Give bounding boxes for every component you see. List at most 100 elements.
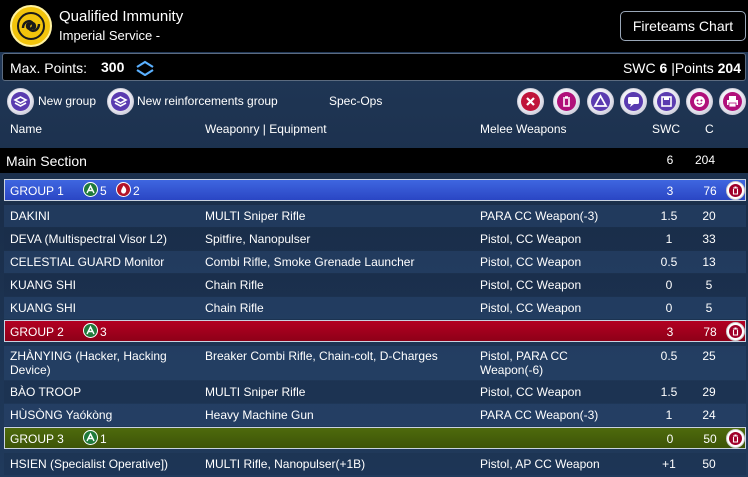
delete-group-button[interactable] [726,322,745,341]
regular-order-count: 3 [100,325,107,339]
unit-weapons: Chain Rifle [205,278,264,292]
section-title: Main Section [6,153,87,169]
unit-row[interactable]: KUANG SHI Chain Rifle Pistol, CC Weapon … [4,274,746,296]
column-header-c: C [705,122,714,136]
toolbar: New group New reinforcements group Spec-… [0,84,748,118]
irregular-order-icon [116,182,131,197]
stack-icon [111,92,130,111]
save-button[interactable] [653,88,680,115]
group-swc: 3 [666,325,674,339]
section-points: 204 [694,153,716,167]
max-points-value: 300 [101,59,125,75]
group-header[interactable]: GROUP 3 1 0 50 [4,427,746,449]
unit-swc: 0.5 [660,255,678,269]
new-reinforcements-label[interactable]: New reinforcements group [137,94,278,108]
section-swc: 6 [666,153,674,167]
unit-row[interactable]: KUANG SHI Chain Rifle Pistol, CC Weapon … [4,297,746,319]
unit-row[interactable]: CELESTIAL GUARD Monitor Combi Rifle, Smo… [4,251,746,273]
new-group-label[interactable]: New group [38,94,97,108]
group-header[interactable]: GROUP 1 5 2 3 76 [4,179,746,201]
unit-melee: PARA CC Weapon(-3) [480,408,599,422]
unit-swc: +1 [662,457,676,471]
unit-points: 50 [702,457,716,471]
unit-points: 33 [702,232,716,246]
new-group-button[interactable] [7,88,34,115]
delete-group-button[interactable] [726,429,745,448]
summary-separator: | [671,60,675,76]
unit-row[interactable]: HÙSÒNG Yaókòng Heavy Machine Gun PARA CC… [4,404,746,426]
unit-melee: Pistol, PARA CC Weapon(-6) [480,349,568,377]
profile-button[interactable] [686,88,713,115]
unit-weapons: MULTI Sniper Rifle [205,209,306,223]
unit-name: DEVA (Multispectral Visor L2) [10,232,167,246]
unit-swc: 1.5 [660,209,678,223]
unit-melee: PARA CC Weapon(-3) [480,209,599,223]
unit-name: KUANG SHI [10,301,77,315]
trash-icon [729,184,742,197]
stack-icon [11,92,30,111]
max-points-label: Max. Points: [10,60,88,76]
column-header-swc: SWC [652,122,680,136]
unit-weapons: Combi Rifle, Smoke Grenade Launcher [205,255,415,269]
print-button[interactable] [719,88,746,115]
unit-weapons: Spitfire, Nanopulser [205,232,311,246]
group-swc: 0 [666,432,674,446]
trash-icon [729,432,742,445]
group-name: GROUP 1 [10,184,64,198]
points-label: Points [674,60,714,76]
group-points: 76 [703,184,717,198]
unit-points: 29 [702,385,716,399]
header: Qualified Immunity Imperial Service - Fi… [0,0,748,52]
group-name: GROUP 3 [10,432,64,446]
unit-weapons: MULTI Sniper Rifle [205,385,306,399]
spec-ops-button[interactable]: Spec-Ops [329,94,383,108]
chat-button[interactable] [620,88,647,115]
delete-list-button[interactable] [553,88,580,115]
fireteams-chart-button[interactable]: Fireteams Chart [620,11,746,41]
group-name: GROUP 2 [10,325,64,339]
group-swc: 3 [666,184,674,198]
unit-swc: 1 [665,232,673,246]
unit-melee: Pistol, CC Weapon [480,301,582,315]
army-title: Qualified Immunity [59,8,184,25]
chevron-up-down-icon[interactable] [135,60,155,77]
triangle-icon [591,92,610,111]
group-header[interactable]: GROUP 2 3 3 78 [4,320,746,342]
order-type-button[interactable] [587,88,614,115]
unit-weapons: Chain Rifle [205,301,264,315]
unit-swc: 1.5 [660,385,678,399]
unit-name: KUANG SHI [10,278,77,292]
new-reinforcements-group-button[interactable] [107,88,134,115]
unit-swc: 0.5 [660,349,678,363]
unit-row[interactable]: ZHÀNYING (Hacker, Hacking Device) Breake… [4,346,746,380]
trash-icon [557,92,576,111]
clear-list-button[interactable] [517,88,544,115]
unit-row[interactable]: HSIEN (Specialist Operative]) MULTI Rifl… [4,453,746,475]
unit-weapons: Heavy Machine Gun [205,408,314,422]
unit-points: 24 [702,408,716,422]
unit-weapons: Breaker Combi Rifle, Chain-colt, D-Charg… [205,349,438,363]
unit-row[interactable]: DEVA (Multispectral Visor L2) Spitfire, … [4,228,746,250]
unit-points: 25 [702,349,716,363]
trash-icon [729,325,742,338]
swc-value: 6 [659,60,668,76]
smiley-icon [690,92,709,111]
delete-group-button[interactable] [726,181,745,200]
unit-row[interactable]: BÀO TROOP MULTI Sniper Rifle Pistol, CC … [4,381,746,403]
regular-order-count: 1 [100,432,107,446]
chat-icon [624,92,643,111]
unit-melee: Pistol, CC Weapon [480,385,582,399]
points-bar: Max. Points: 300 SWC 6 |Points 204 [2,53,746,81]
unit-name: BÀO TROOP [10,385,82,399]
column-header-name: Name [10,122,43,136]
unit-name: HSIEN (Specialist Operative]) [10,457,169,471]
yu-jing-logo-icon [10,5,52,47]
column-header-weaponry: Weaponry | Equipment [205,122,327,136]
regular-order-icon [83,323,98,338]
unit-name: DAKINI [10,209,51,223]
unit-row[interactable]: DAKINI MULTI Sniper Rifle PARA CC Weapon… [4,205,746,227]
unit-name: CELESTIAL GUARD Monitor [10,255,165,269]
unit-melee: Pistol, CC Weapon [480,255,582,269]
unit-melee: Pistol, CC Weapon [480,232,582,246]
